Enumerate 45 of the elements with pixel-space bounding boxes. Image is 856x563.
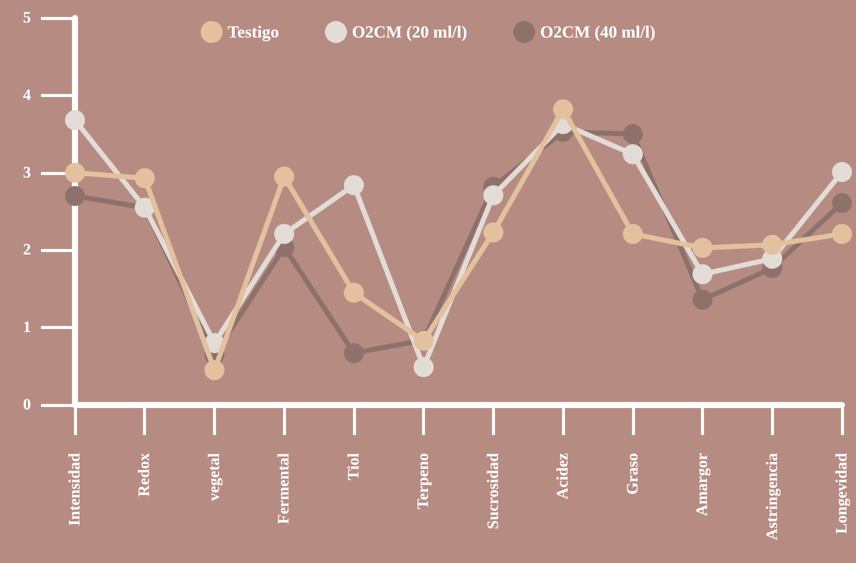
point xyxy=(65,110,85,130)
y-tick-label: 1 xyxy=(23,319,31,336)
legend-label: O2CM (40 ml/l) xyxy=(540,22,656,42)
point xyxy=(692,290,713,310)
x-tick-label: Fermental xyxy=(276,452,293,524)
x-tick-label: Intensidad xyxy=(66,452,84,526)
point xyxy=(483,222,504,242)
point xyxy=(344,282,364,303)
point xyxy=(622,124,643,144)
point xyxy=(832,162,852,182)
x-tick-label: Graso xyxy=(624,453,642,495)
point xyxy=(622,224,643,244)
x-tick-label: Sucrosidad xyxy=(484,452,502,530)
point xyxy=(65,186,85,206)
point xyxy=(65,162,85,183)
point xyxy=(344,343,364,364)
y-tick-label: 4 xyxy=(23,86,31,104)
point xyxy=(414,357,434,378)
x-tick-label: Astringencia xyxy=(764,453,781,540)
x-tick-label: Acidez xyxy=(554,453,572,500)
y-tick-label: 5 xyxy=(23,10,31,26)
x-tick-label: Tiol xyxy=(345,452,362,480)
legend-label: Testigo xyxy=(228,22,279,42)
point xyxy=(832,224,852,244)
point xyxy=(832,192,852,213)
point xyxy=(134,168,155,188)
legend-label: O2CM (20 ml/l) xyxy=(352,22,468,42)
x-tick-label: vegetal xyxy=(206,452,223,501)
point xyxy=(762,234,782,255)
point xyxy=(622,144,643,164)
x-tick-label: Longevidad xyxy=(834,452,850,534)
x-tick-label: Terpeno xyxy=(415,453,432,510)
point xyxy=(553,99,574,120)
point xyxy=(692,264,713,284)
point xyxy=(483,185,504,206)
point xyxy=(204,360,224,380)
point xyxy=(274,224,294,244)
y-tick-label: 2 xyxy=(23,242,31,259)
point xyxy=(692,238,713,258)
point xyxy=(344,175,364,196)
point xyxy=(274,166,294,187)
y-tick-label: 3 xyxy=(23,164,31,182)
x-tick-label: Amargor xyxy=(694,453,712,516)
x-tick-label: Redox xyxy=(136,453,154,497)
y-tick-label: 0 xyxy=(23,396,31,414)
